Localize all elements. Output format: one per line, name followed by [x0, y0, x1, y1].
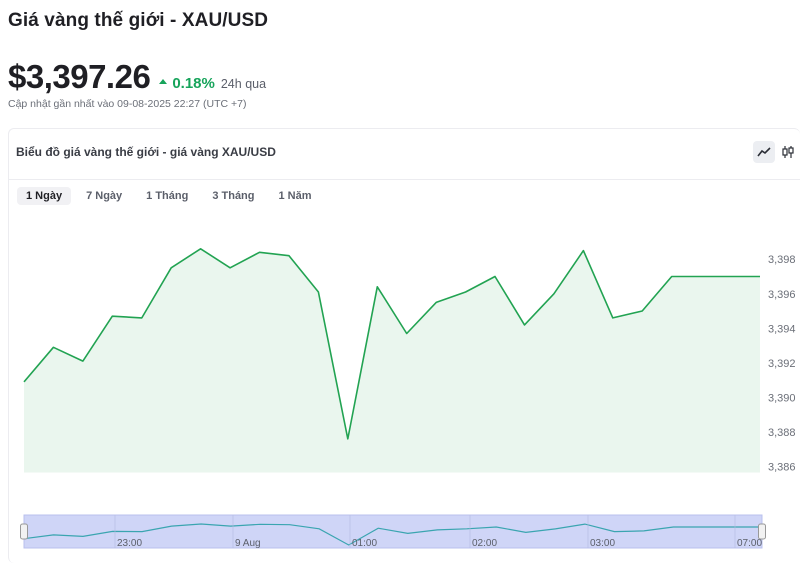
range-tab[interactable]: 7 Ngày	[86, 190, 123, 202]
price-area	[24, 248, 760, 473]
chart-title: Biểu đồ giá vàng thế giới - giá vàng XAU…	[16, 145, 276, 159]
navigator-x-label: 9 Aug	[235, 538, 261, 549]
navigator-x-label: 07:00	[737, 538, 762, 549]
card-divider	[9, 179, 800, 180]
up-arrow-icon	[159, 79, 168, 84]
y-tick-label: 3,394	[768, 323, 796, 335]
price-line	[23, 248, 760, 440]
change-percent: 0.18%	[172, 75, 215, 92]
navigator-x-label: 23:00	[117, 538, 142, 549]
last-updated: Cập nhật gần nhất vào 09-08-2025 22:27 (…	[8, 98, 247, 110]
page-title: Giá vàng thế giới - XAU/USD	[8, 10, 269, 31]
chart-card: Biểu đồ giá vàng thế giới - giá vàng XAU…	[8, 128, 800, 563]
line-chart-button[interactable]	[753, 141, 775, 163]
range-tab[interactable]: 1 Năm	[278, 190, 312, 202]
navigator-line	[23, 523, 762, 546]
y-tick-label: 3,388	[768, 427, 796, 439]
price-row: $3,397.26 0.18% 24h qua	[8, 58, 266, 96]
current-price: $3,397.26	[8, 58, 151, 95]
y-tick-label: 3,390	[768, 392, 796, 404]
candlestick-chart-button[interactable]	[777, 141, 799, 163]
change-period: 24h qua	[220, 77, 267, 91]
navigator-x-label: 02:00	[472, 538, 497, 549]
navigator-x-label: 01:00	[352, 538, 377, 549]
range-tab[interactable]: 1 Tháng	[146, 190, 189, 202]
y-tick-label: 3,398	[768, 254, 796, 266]
y-tick-label: 3,392	[768, 358, 796, 370]
y-tick-label: 3,396	[768, 289, 796, 301]
line-chart-icon	[757, 147, 771, 157]
y-tick-label: 3,386	[768, 462, 796, 474]
navigator-right-handle[interactable]	[758, 523, 766, 540]
range-tab[interactable]: 3 Tháng	[212, 190, 255, 202]
navigator-left-handle[interactable]	[20, 523, 28, 540]
range-tab[interactable]: 1 Ngày	[17, 187, 72, 205]
navigator-x-label: 03:00	[590, 538, 615, 549]
range-tabs: 1 Ngày 7 Ngày 1 Tháng 3 Tháng 1 Năm	[17, 187, 321, 205]
candlestick-chart-icon	[782, 146, 794, 158]
